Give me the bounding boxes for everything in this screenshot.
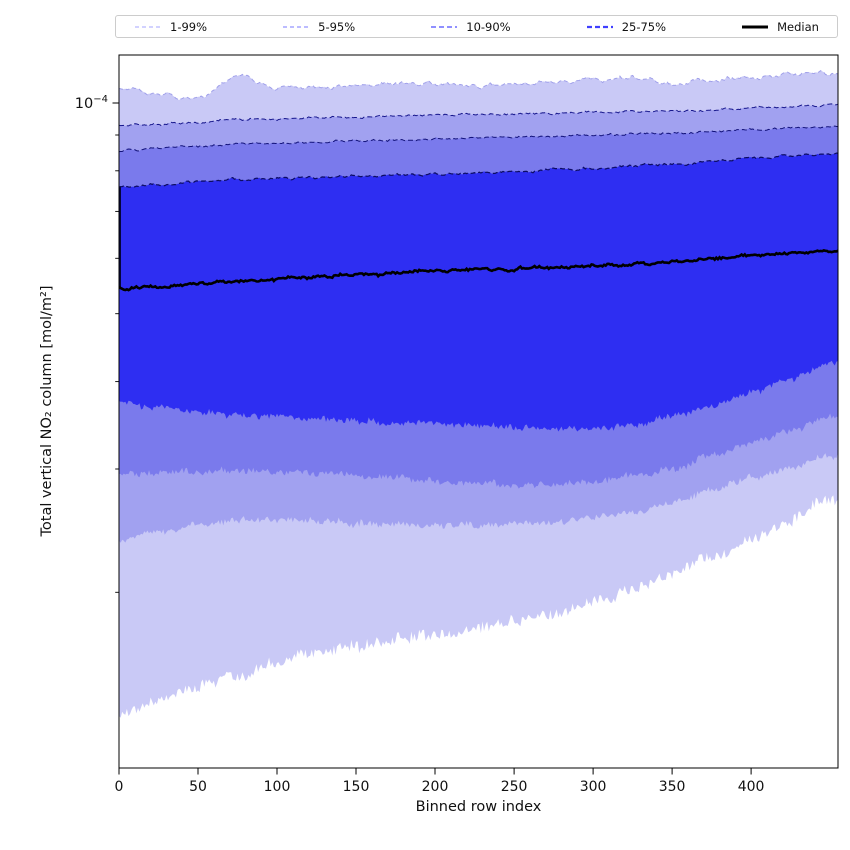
- svg-text:400: 400: [738, 779, 765, 795]
- svg-text:150: 150: [343, 779, 370, 795]
- svg-text:250: 250: [501, 779, 528, 795]
- legend-entry-median: Median: [741, 20, 819, 34]
- x-axis-label: Binned row index: [415, 799, 542, 815]
- legend-line-10-90-icon: [431, 25, 458, 28]
- y-major-tick-label: 10−4: [75, 94, 108, 112]
- legend-label: 10-90%: [466, 19, 511, 34]
- line-p95: [119, 103, 838, 127]
- svg-text:350: 350: [659, 779, 686, 795]
- legend-line-median-icon: [742, 25, 769, 28]
- legend-entry-25-75: 25-75%: [586, 20, 666, 34]
- line-p90: [119, 125, 838, 153]
- legend-entry-5-95: 5-95%: [282, 20, 355, 34]
- x-axis-ticks: [118, 768, 752, 775]
- y-minor-ticks: [115, 134, 119, 593]
- line-p75: [119, 152, 838, 188]
- svg-text:200: 200: [422, 779, 449, 795]
- line-p99: [119, 70, 838, 101]
- legend-label: 1-99%: [170, 19, 208, 34]
- legend-line-1-99-icon: [135, 25, 161, 28]
- y-axis-label: Total vertical NO₂ column [mol/m²]: [39, 285, 55, 537]
- svg-text:100: 100: [264, 779, 291, 795]
- legend-entry-1-99: 1-99%: [134, 20, 207, 34]
- band-25-75%: [119, 153, 838, 432]
- legend-label: Median: [777, 19, 819, 34]
- legend-line-5-95-icon: [283, 25, 310, 28]
- legend-label: 5-95%: [318, 19, 356, 34]
- svg-text:0: 0: [115, 779, 124, 795]
- axes-frame: [118, 54, 839, 769]
- legend-line-25-75-icon: [586, 25, 613, 28]
- legend: 1-99% 5-95% 10-90% 25-75% Median: [115, 15, 838, 38]
- line-median: [119, 249, 838, 292]
- legend-entry-10-90: 10-90%: [430, 19, 511, 34]
- x-axis-tick-labels: 0 50 100 150 200 250 300 350 400: [115, 779, 765, 795]
- legend-label: 25-75%: [621, 19, 667, 34]
- svg-text:300: 300: [580, 779, 607, 795]
- percentile-bands: [119, 70, 838, 718]
- svg-text:50: 50: [189, 779, 207, 795]
